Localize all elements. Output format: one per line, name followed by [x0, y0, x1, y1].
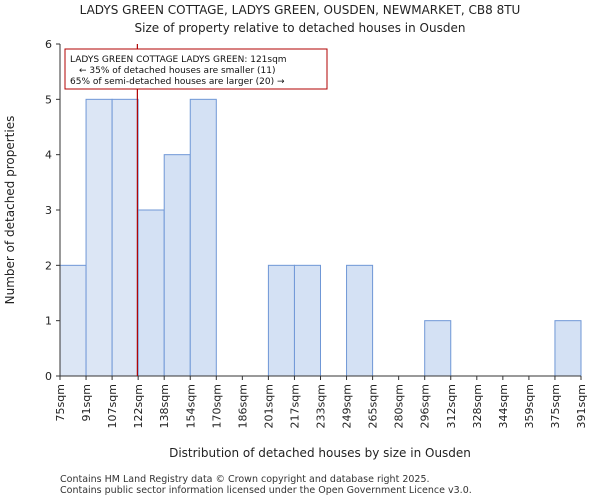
x-tick-label: 233sqm: [315, 384, 328, 428]
bar-154sqm: [189, 98, 217, 377]
x-tick-label: 312sqm: [445, 384, 458, 428]
y-tick-label: 4: [45, 149, 52, 162]
x-tick-label: 201sqm: [262, 384, 275, 428]
bar-138sqm: [163, 154, 191, 377]
x-tick-label: 217sqm: [288, 384, 301, 428]
y-tick-label: 0: [45, 370, 52, 383]
x-tick-label: 75sqm: [54, 384, 67, 421]
bar-201sqm: [267, 264, 295, 377]
y-axis-title: Number of detached properties: [3, 116, 17, 305]
footer-copyright: Contains HM Land Registry data © Crown c…: [60, 474, 430, 485]
x-tick-label: 359sqm: [523, 384, 536, 428]
x-tick-label: 170sqm: [210, 384, 223, 428]
chart-title: LADYS GREEN COTTAGE, LADYS GREEN, OUSDEN…: [79, 3, 521, 17]
x-tick-label: 391sqm: [575, 384, 588, 428]
bar-75sqm: [59, 264, 87, 377]
bar-296sqm: [424, 320, 452, 377]
x-tick-label: 107sqm: [106, 384, 119, 428]
x-tick-label: 265sqm: [367, 384, 380, 428]
bar-122sqm: [137, 209, 165, 377]
x-tick-label: 375sqm: [549, 384, 562, 428]
annotation-box: [64, 48, 328, 90]
bars-group: [59, 98, 582, 377]
footer-licence: Contains public sector information licen…: [60, 485, 472, 496]
y-tick-label: 3: [45, 204, 52, 217]
x-tick-label: 122sqm: [132, 384, 145, 428]
axes-group: 0 1 2 3 4 5 6 75sqm 91sqm 107sqm 122sqm 138sqm 154sq…: [45, 38, 588, 428]
annotation-line-1: LADYS GREEN COTTAGE LADYS GREEN: 121sqm: [70, 55, 287, 65]
chart-subtitle: Size of property relative to detached ho…: [134, 21, 466, 35]
y-tick-label: 5: [45, 93, 52, 106]
bar-107sqm: [111, 98, 139, 377]
x-tick-label: 249sqm: [341, 384, 354, 428]
bar-375sqm: [554, 320, 582, 377]
x-tick-label: 328sqm: [471, 384, 484, 428]
x-axis-title: Distribution of detached houses by size …: [169, 446, 471, 460]
annotation-group: LADYS GREEN COTTAGE LADYS GREEN: 121sqm …: [64, 48, 328, 90]
x-tick-label: 154sqm: [184, 384, 197, 428]
x-tick-label: 344sqm: [497, 384, 510, 428]
y-tick-label: 6: [45, 38, 52, 51]
x-tick-label: 186sqm: [236, 384, 249, 428]
x-tick-label: 138sqm: [158, 384, 171, 428]
y-tick-label: 2: [45, 259, 52, 272]
bar-217sqm: [293, 264, 322, 377]
annotation-line-2: ← 35% of detached houses are smaller (11…: [79, 66, 276, 76]
x-tick-label: 91sqm: [80, 384, 93, 421]
y-tick-label: 1: [45, 315, 52, 328]
x-tick-label: 280sqm: [393, 384, 406, 428]
bar-249sqm: [346, 264, 374, 377]
annotation-line-3: 65% of semi-detached houses are larger (…: [70, 77, 285, 87]
bar-91sqm: [85, 98, 113, 377]
x-tick-label: 296sqm: [419, 384, 432, 428]
